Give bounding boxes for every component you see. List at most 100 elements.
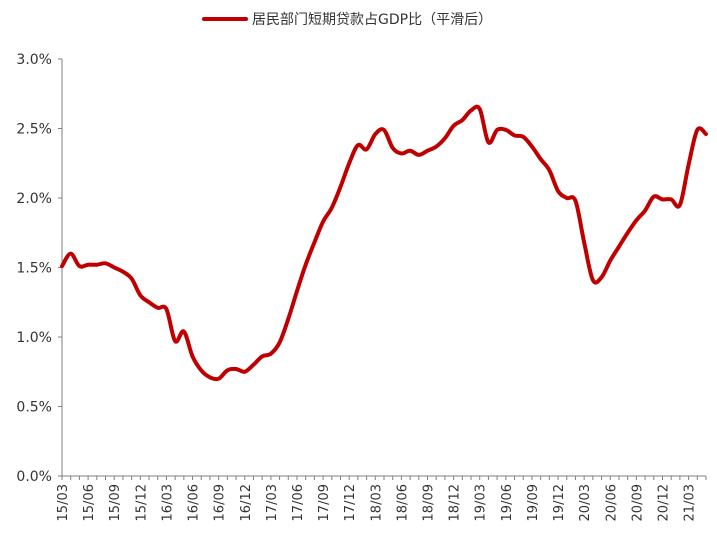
x-tick-label: 19/03 <box>474 484 489 521</box>
y-tick-label: 0.5% <box>16 400 52 416</box>
data-point <box>417 153 420 156</box>
data-point <box>391 146 394 149</box>
data-point <box>496 128 499 131</box>
x-tick-label: 16/03 <box>160 484 175 521</box>
data-point <box>409 149 412 152</box>
data-point <box>530 145 533 148</box>
data-point <box>261 355 264 358</box>
data-point <box>705 133 708 136</box>
data-point <box>470 109 473 112</box>
x-tick-label: 18/12 <box>448 484 463 521</box>
x-tick-label: 19/06 <box>500 484 515 521</box>
data-point <box>139 294 142 297</box>
data-point <box>539 158 542 161</box>
series-layer <box>60 104 708 382</box>
data-point <box>156 306 159 309</box>
y-tick-label: 1.0% <box>16 330 52 346</box>
data-point <box>426 149 429 152</box>
x-tick-label: 16/09 <box>213 484 228 521</box>
x-tick-label: 20/12 <box>656 484 671 521</box>
data-point <box>95 263 98 266</box>
data-point <box>652 195 655 198</box>
data-point <box>61 265 64 268</box>
data-point <box>78 265 81 268</box>
data-point <box>191 355 194 358</box>
y-tick-label: 0.0% <box>16 469 52 485</box>
data-point <box>487 141 490 144</box>
x-tick-label: 20/06 <box>604 484 619 521</box>
x-tick-label: 16/06 <box>187 484 202 521</box>
x-tick-label: 15/12 <box>134 484 149 521</box>
data-point <box>687 163 690 166</box>
x-tick-label: 17/03 <box>265 484 280 521</box>
data-point <box>243 370 246 373</box>
data-point <box>148 301 151 304</box>
data-point <box>130 277 133 280</box>
data-point <box>356 144 359 147</box>
axes: 0.0% 0.5% 1.0% 1.5% 2.0% 2.5% 3.0% 15/03 15/06 15… <box>16 52 707 521</box>
data-point <box>635 219 638 222</box>
legend-label: 居民部门短期贷款占GDP比（平滑后） <box>252 11 492 28</box>
data-point <box>165 308 168 311</box>
y-tick-label: 1.5% <box>16 261 52 277</box>
data-point <box>513 134 516 137</box>
data-point <box>583 241 586 244</box>
x-tick-label: 20/03 <box>578 484 593 521</box>
data-point <box>295 290 298 293</box>
data-point <box>313 241 316 244</box>
data-point <box>452 124 455 127</box>
data-point <box>365 148 368 151</box>
data-point <box>252 363 255 366</box>
data-point <box>626 231 629 234</box>
data-point <box>461 119 464 122</box>
x-tick-label: 18/03 <box>369 484 384 521</box>
data-point <box>69 252 72 255</box>
data-point <box>617 245 620 248</box>
x-tick-label: 20/09 <box>630 484 645 521</box>
data-point <box>200 369 203 372</box>
data-point <box>670 198 673 201</box>
data-point <box>182 330 185 333</box>
data-point <box>600 276 603 279</box>
data-point <box>609 259 612 262</box>
x-tick-label: 16/12 <box>239 484 254 521</box>
x-tick-label: 15/03 <box>56 484 71 521</box>
data-point <box>374 133 377 136</box>
data-point <box>504 128 507 131</box>
data-point <box>113 266 116 269</box>
data-point <box>322 220 325 223</box>
data-point <box>443 137 446 140</box>
x-tick-label: 15/09 <box>108 484 123 521</box>
data-point <box>591 279 594 282</box>
data-point <box>174 340 177 343</box>
data-point <box>339 185 342 188</box>
y-tick-label: 3.0% <box>16 52 52 68</box>
data-point <box>435 145 438 148</box>
data-point <box>330 206 333 209</box>
data-point <box>304 263 307 266</box>
data-point <box>522 135 525 138</box>
data-point <box>644 209 647 212</box>
y-tick-label: 2.5% <box>16 122 52 138</box>
x-tick-label: 19/09 <box>526 484 541 521</box>
data-point <box>678 203 681 206</box>
data-point <box>565 197 568 200</box>
data-point <box>557 190 560 193</box>
data-point <box>278 341 281 344</box>
series-line <box>60 104 708 382</box>
data-point <box>661 198 664 201</box>
data-point <box>269 352 272 355</box>
data-point <box>574 199 577 202</box>
data-point <box>217 377 220 380</box>
data-point <box>348 162 351 165</box>
x-tick-label: 18/06 <box>395 484 410 521</box>
x-tick-label: 17/09 <box>317 484 332 521</box>
x-tick-label: 15/06 <box>82 484 97 521</box>
data-point <box>208 376 211 379</box>
data-point <box>235 367 238 370</box>
x-tick-label: 17/12 <box>343 484 358 521</box>
x-tick-label: 18/09 <box>422 484 437 521</box>
data-point <box>548 169 551 172</box>
